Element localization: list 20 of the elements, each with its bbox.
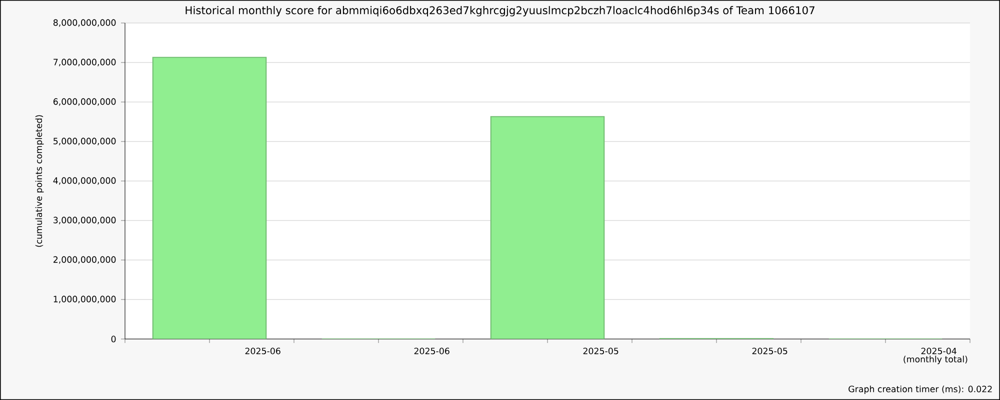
y-tick-label: 1,000,000,000 (54, 296, 116, 304)
y-tick-label: 5,000,000,000 (54, 138, 116, 146)
y-tick-label: 3,000,000,000 (54, 216, 116, 224)
y-axis-title: (cumulative points completed) (35, 115, 44, 247)
x-tick-label: 2025-05 (752, 348, 788, 354)
chart-title: Historical monthly score for abmmiqi6o6dbxq263ed7kghrcgjg2yuuslmcp2bczh7loaclc4hod6hl6p34s of Team 1066107 (186, 6, 814, 16)
y-tick-label: 8,000,000,000 (53, 19, 116, 27)
y-tick-label: 0 (111, 336, 116, 342)
x-axis-title: (monthly total) (904, 356, 968, 364)
x-tick-label: 2025-04 (921, 348, 956, 354)
y-tick-label: 2,000,000,000 (54, 256, 116, 264)
x-tick-label: 2025-06 (245, 348, 280, 354)
x-tick-label: 2025-06 (414, 348, 450, 354)
bar (152, 56, 267, 339)
y-tick-label: 6,000,000,000 (53, 98, 116, 106)
bar (490, 116, 605, 339)
text: Graph creation timer (ms): 0.022 (848, 386, 992, 394)
y-tick-label: 4,000,000,000 (53, 177, 116, 185)
x-tick-label: 2025-05 (583, 348, 618, 354)
y-tick-label: 7,000,000,000 (54, 58, 116, 66)
